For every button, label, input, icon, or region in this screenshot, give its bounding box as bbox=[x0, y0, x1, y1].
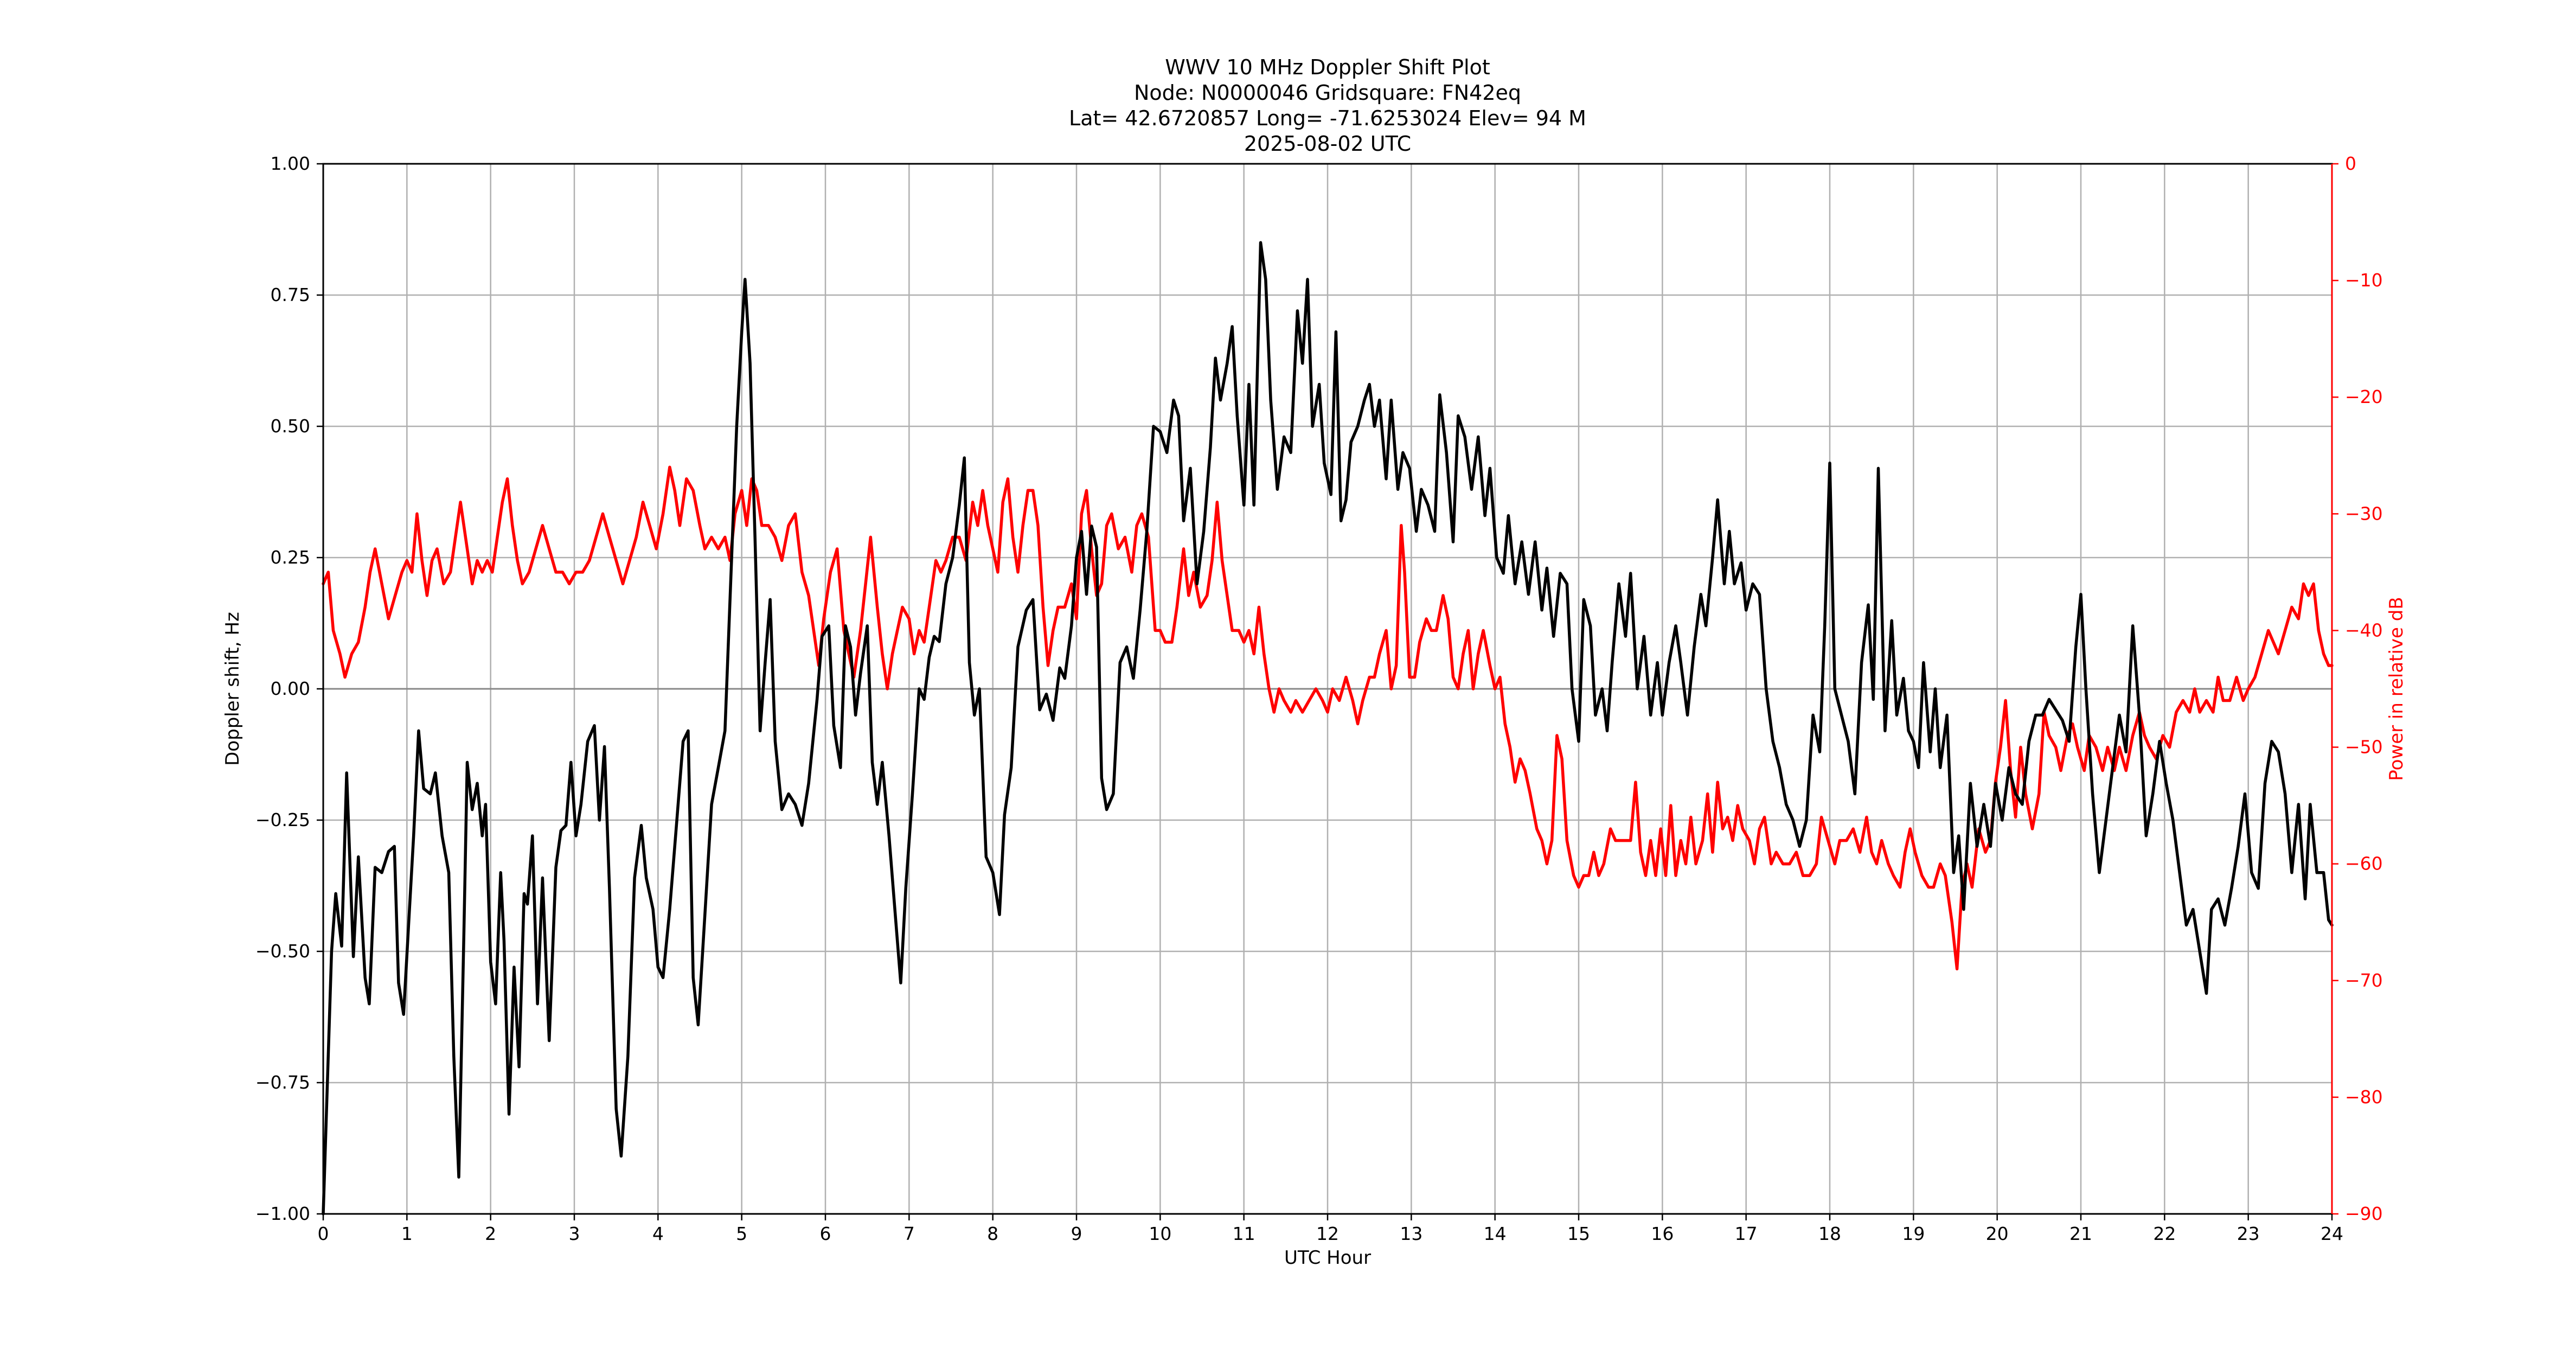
title-line-1: WWV 10 MHz Doppler Shift Plot bbox=[1165, 55, 1490, 79]
right-y-axis-label: Power in relative dB bbox=[2386, 597, 2407, 781]
x-tick-label: 16 bbox=[1651, 1223, 1674, 1244]
x-tick-label: 13 bbox=[1400, 1223, 1422, 1244]
left-y-tick-label: −0.75 bbox=[255, 1072, 310, 1093]
x-tick-label: 3 bbox=[569, 1223, 580, 1244]
x-tick-label: 21 bbox=[2069, 1223, 2092, 1244]
x-axis-label: UTC Hour bbox=[1284, 1247, 1371, 1269]
doppler-line bbox=[322, 241, 2334, 1216]
x-tick-label: 0 bbox=[318, 1223, 329, 1244]
x-tick-label: 9 bbox=[1071, 1223, 1082, 1244]
left-y-tick-label: −0.25 bbox=[255, 809, 310, 830]
right-y-axis-ticks: 0 −10 −20 −30 −40 −50 −60 −70 −80 −90 bbox=[2332, 153, 2383, 1224]
left-y-tick-label: 1.00 bbox=[271, 153, 310, 174]
right-y-tick-label: −50 bbox=[2345, 737, 2383, 758]
x-tick-label: 11 bbox=[1233, 1223, 1255, 1244]
chart-title: WWV 10 MHz Doppler Shift Plot Node: N000… bbox=[1069, 55, 1586, 156]
x-tick-label: 20 bbox=[1986, 1223, 2009, 1244]
x-tick-label: 15 bbox=[1567, 1223, 1590, 1244]
right-y-tick-label: 0 bbox=[2345, 153, 2356, 174]
x-tick-label: 4 bbox=[652, 1223, 664, 1244]
right-y-tick-label: −20 bbox=[2345, 386, 2383, 407]
right-y-tick-label: −70 bbox=[2345, 970, 2383, 991]
right-y-tick-label: −90 bbox=[2345, 1203, 2383, 1224]
x-tick-label: 1 bbox=[401, 1223, 413, 1244]
left-y-axis-label: Doppler shift, Hz bbox=[222, 612, 243, 766]
right-y-tick-label: −30 bbox=[2345, 503, 2383, 524]
left-y-tick-label: −0.50 bbox=[255, 941, 310, 962]
x-tick-label: 12 bbox=[1316, 1223, 1339, 1244]
x-axis-ticks: 0 1 2 3 4 5 6 7 8 9 10 11 12 13 14 15 16 17 18 19 20 21 22 23 24 bbox=[318, 1214, 2343, 1244]
x-tick-label: 2 bbox=[485, 1223, 496, 1244]
right-y-tick-label: −60 bbox=[2345, 853, 2383, 874]
x-tick-label: 18 bbox=[1818, 1223, 1841, 1244]
left-y-axis-ticks: 1.00 0.75 0.50 0.25 0.00 −0.25 −0.50 −0.75 −1.00 bbox=[255, 153, 323, 1224]
title-line-4: 2025-08-02 UTC bbox=[1244, 132, 1411, 156]
left-y-tick-label: 0.50 bbox=[271, 415, 310, 437]
x-tick-label: 10 bbox=[1149, 1223, 1171, 1244]
right-y-tick-label: −80 bbox=[2345, 1086, 2383, 1108]
right-y-tick-label: −10 bbox=[2345, 270, 2383, 291]
left-y-tick-label: −1.00 bbox=[255, 1203, 310, 1224]
title-line-2: Node: N0000046 Gridsquare: FN42eq bbox=[1134, 81, 1521, 105]
x-tick-label: 19 bbox=[1902, 1223, 1925, 1244]
x-tick-label: 23 bbox=[2237, 1223, 2260, 1244]
x-tick-label: 22 bbox=[2153, 1223, 2176, 1244]
x-tick-label: 6 bbox=[820, 1223, 831, 1244]
left-y-tick-label: 0.00 bbox=[271, 678, 310, 699]
x-tick-label: 24 bbox=[2321, 1223, 2343, 1244]
x-tick-label: 17 bbox=[1735, 1223, 1758, 1244]
title-line-3: Lat= 42.6720857 Long= -71.6253024 Elev= … bbox=[1069, 106, 1586, 130]
x-tick-label: 7 bbox=[903, 1223, 915, 1244]
x-tick-label: 5 bbox=[736, 1223, 747, 1244]
x-tick-label: 8 bbox=[987, 1223, 998, 1244]
x-tick-label: 14 bbox=[1484, 1223, 1507, 1244]
right-y-tick-label: −40 bbox=[2345, 619, 2383, 641]
series-layer bbox=[322, 241, 2334, 1216]
left-y-tick-label: 0.25 bbox=[271, 547, 310, 568]
left-y-tick-label: 0.75 bbox=[271, 284, 310, 305]
